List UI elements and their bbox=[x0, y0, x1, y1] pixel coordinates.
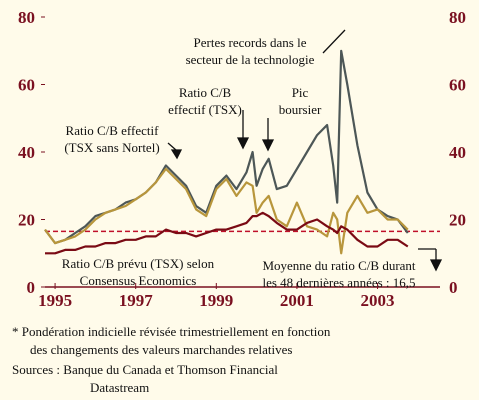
arrows bbox=[167, 29, 443, 272]
annotation: secteur de la technologie bbox=[186, 52, 315, 67]
y2-tick-label: 0 bbox=[449, 278, 458, 297]
series-line bbox=[44, 167, 409, 255]
y-tick-label: 60 bbox=[18, 76, 35, 95]
x-tick-label: 2003 bbox=[361, 291, 395, 310]
x-tick-label: 1997 bbox=[119, 291, 154, 310]
y2-tick-label: 40 bbox=[449, 143, 466, 162]
y2-tick-label: 20 bbox=[449, 211, 466, 230]
series-line bbox=[45, 211, 409, 255]
footnote: * Pondération indicielle révisée trimest… bbox=[12, 324, 331, 339]
annotation: Consensus Economics bbox=[80, 273, 197, 288]
footnote: des changements des valeurs marchandes r… bbox=[30, 342, 292, 357]
annotation: boursier bbox=[279, 102, 322, 117]
y-tick-label: 0 bbox=[27, 278, 36, 297]
y2-tick-label: 80 bbox=[449, 8, 466, 27]
annotation: Ratio C/B effectif bbox=[66, 123, 160, 138]
annotation: effectif (TSX) bbox=[168, 102, 242, 117]
footnote: Datastream bbox=[90, 380, 149, 395]
y-tick-label: 40 bbox=[18, 143, 35, 162]
y2-tick-label: 60 bbox=[449, 76, 466, 95]
annotation: Pic bbox=[292, 85, 309, 100]
x-tick-label: 1995 bbox=[38, 291, 72, 310]
x-tick-label: 2001 bbox=[280, 291, 314, 310]
y-tick-label: 20 bbox=[18, 211, 35, 230]
annotation: Pertes records dans le bbox=[194, 35, 307, 50]
annotation: les 48 dernières années : 16,5 bbox=[262, 275, 415, 290]
footnote: Sources : Banque du Canada et Thomson Fi… bbox=[12, 362, 278, 377]
annotation: Ratio C/B bbox=[179, 85, 232, 100]
annotation: Moyenne du ratio C/B durant bbox=[262, 258, 415, 273]
y-tick-label: 80 bbox=[18, 8, 35, 27]
annotation: (TSX sans Nortel) bbox=[64, 140, 159, 155]
x-tick-label: 1999 bbox=[199, 291, 233, 310]
annotation: Ratio C/B prévu (TSX) selon bbox=[62, 256, 215, 271]
